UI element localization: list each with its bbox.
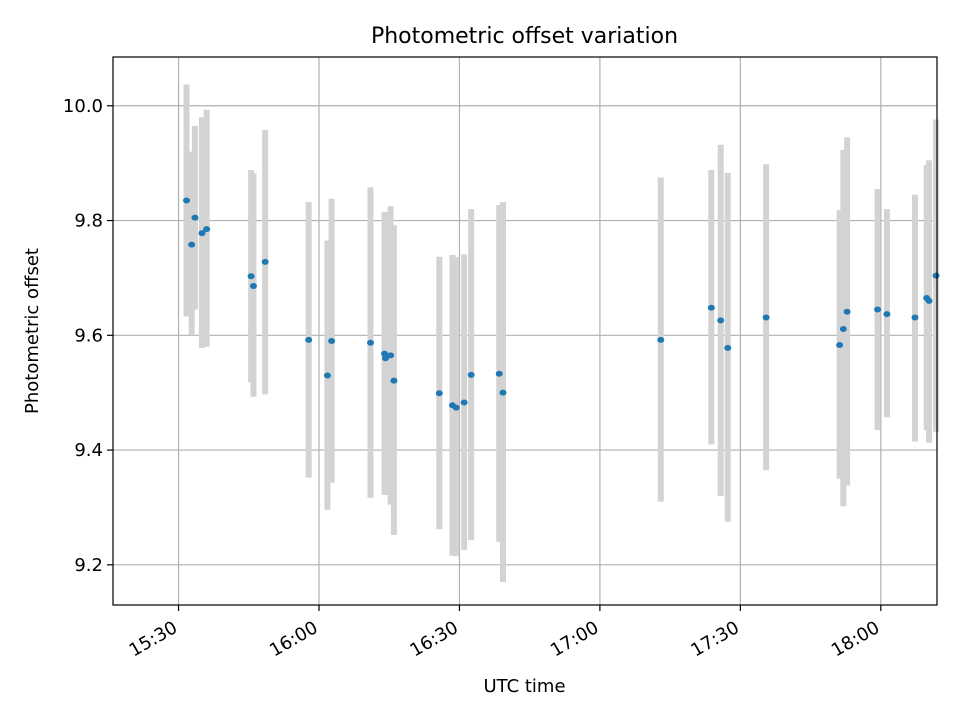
data-point	[452, 404, 460, 411]
data-point	[381, 350, 389, 357]
data-point	[843, 308, 851, 315]
data-point	[874, 306, 882, 313]
data-point	[911, 314, 919, 321]
data-point	[305, 336, 313, 343]
data-point	[387, 352, 395, 359]
data-point	[932, 272, 940, 279]
x-axis-label: UTC time	[483, 676, 565, 697]
data-point	[495, 370, 503, 377]
data-point	[836, 342, 844, 349]
data-point	[724, 344, 732, 351]
data-point	[707, 304, 715, 311]
y-tick-label: 9.2	[74, 555, 103, 576]
plot-area	[113, 57, 937, 605]
data-point	[657, 336, 665, 343]
data-point	[183, 197, 191, 204]
data-point	[839, 325, 847, 332]
y-tick-label: 9.4	[74, 440, 103, 461]
data-point	[247, 273, 255, 280]
data-point	[390, 377, 398, 384]
y-axis-label: Photometric offset	[22, 248, 43, 414]
y-axis-ticks: 9.2 9.4 9.6 9.8 10.0	[63, 96, 113, 576]
plot-frame	[112, 56, 938, 606]
y-tick-label: 9.6	[74, 325, 103, 346]
data-point	[883, 311, 891, 318]
data-point	[925, 297, 933, 304]
chart-title: Photometric offset variation	[371, 24, 678, 49]
data-points	[183, 197, 940, 411]
data-point	[203, 226, 211, 233]
data-point	[435, 390, 443, 397]
data-point	[499, 389, 507, 396]
data-point	[323, 372, 331, 379]
data-point	[191, 214, 199, 221]
data-point	[261, 258, 269, 265]
y-tick-label: 9.8	[74, 211, 103, 232]
data-point	[467, 371, 475, 378]
data-point	[717, 317, 725, 324]
data-point	[188, 241, 196, 248]
data-point	[460, 399, 468, 406]
data-point	[367, 339, 374, 346]
data-point	[762, 314, 770, 321]
data-point	[198, 230, 206, 237]
data-point	[249, 282, 257, 289]
data-point	[328, 338, 336, 345]
data-point	[381, 355, 389, 362]
y-tick-label: 10.0	[63, 96, 103, 117]
